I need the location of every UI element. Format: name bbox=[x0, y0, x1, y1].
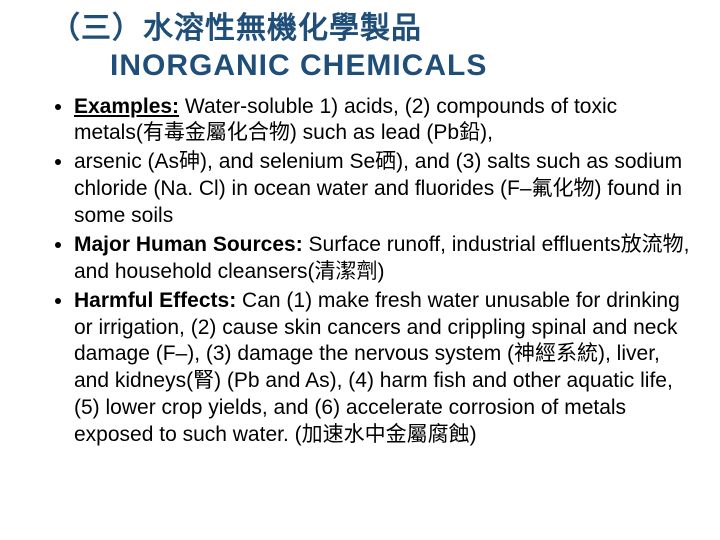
list-item: arsenic (As砷), and selenium Se硒), and (3… bbox=[74, 149, 690, 230]
title-english: INORGANIC CHEMICALS bbox=[110, 48, 690, 84]
item-label: Examples: bbox=[74, 95, 179, 118]
item-text: arsenic (As砷), and selenium Se硒), and (3… bbox=[74, 150, 682, 227]
list-item: Major Human Sources: Surface runoff, ind… bbox=[74, 232, 690, 286]
title-chinese: （三）水溶性無機化學製品 bbox=[50, 10, 690, 48]
list-item: Examples: Water-soluble 1) acids, (2) co… bbox=[74, 94, 690, 148]
list-item: Harmful Effects: Can (1) make fresh wate… bbox=[74, 288, 690, 449]
content-list: Examples: Water-soluble 1) acids, (2) co… bbox=[30, 94, 690, 449]
item-label: Major Human Sources: bbox=[74, 233, 303, 256]
item-label: Harmful Effects: bbox=[74, 289, 236, 312]
item-text: Can (1) make fresh water unusable for dr… bbox=[74, 289, 680, 446]
slide-title: （三）水溶性無機化學製品 INORGANIC CHEMICALS bbox=[50, 10, 690, 84]
